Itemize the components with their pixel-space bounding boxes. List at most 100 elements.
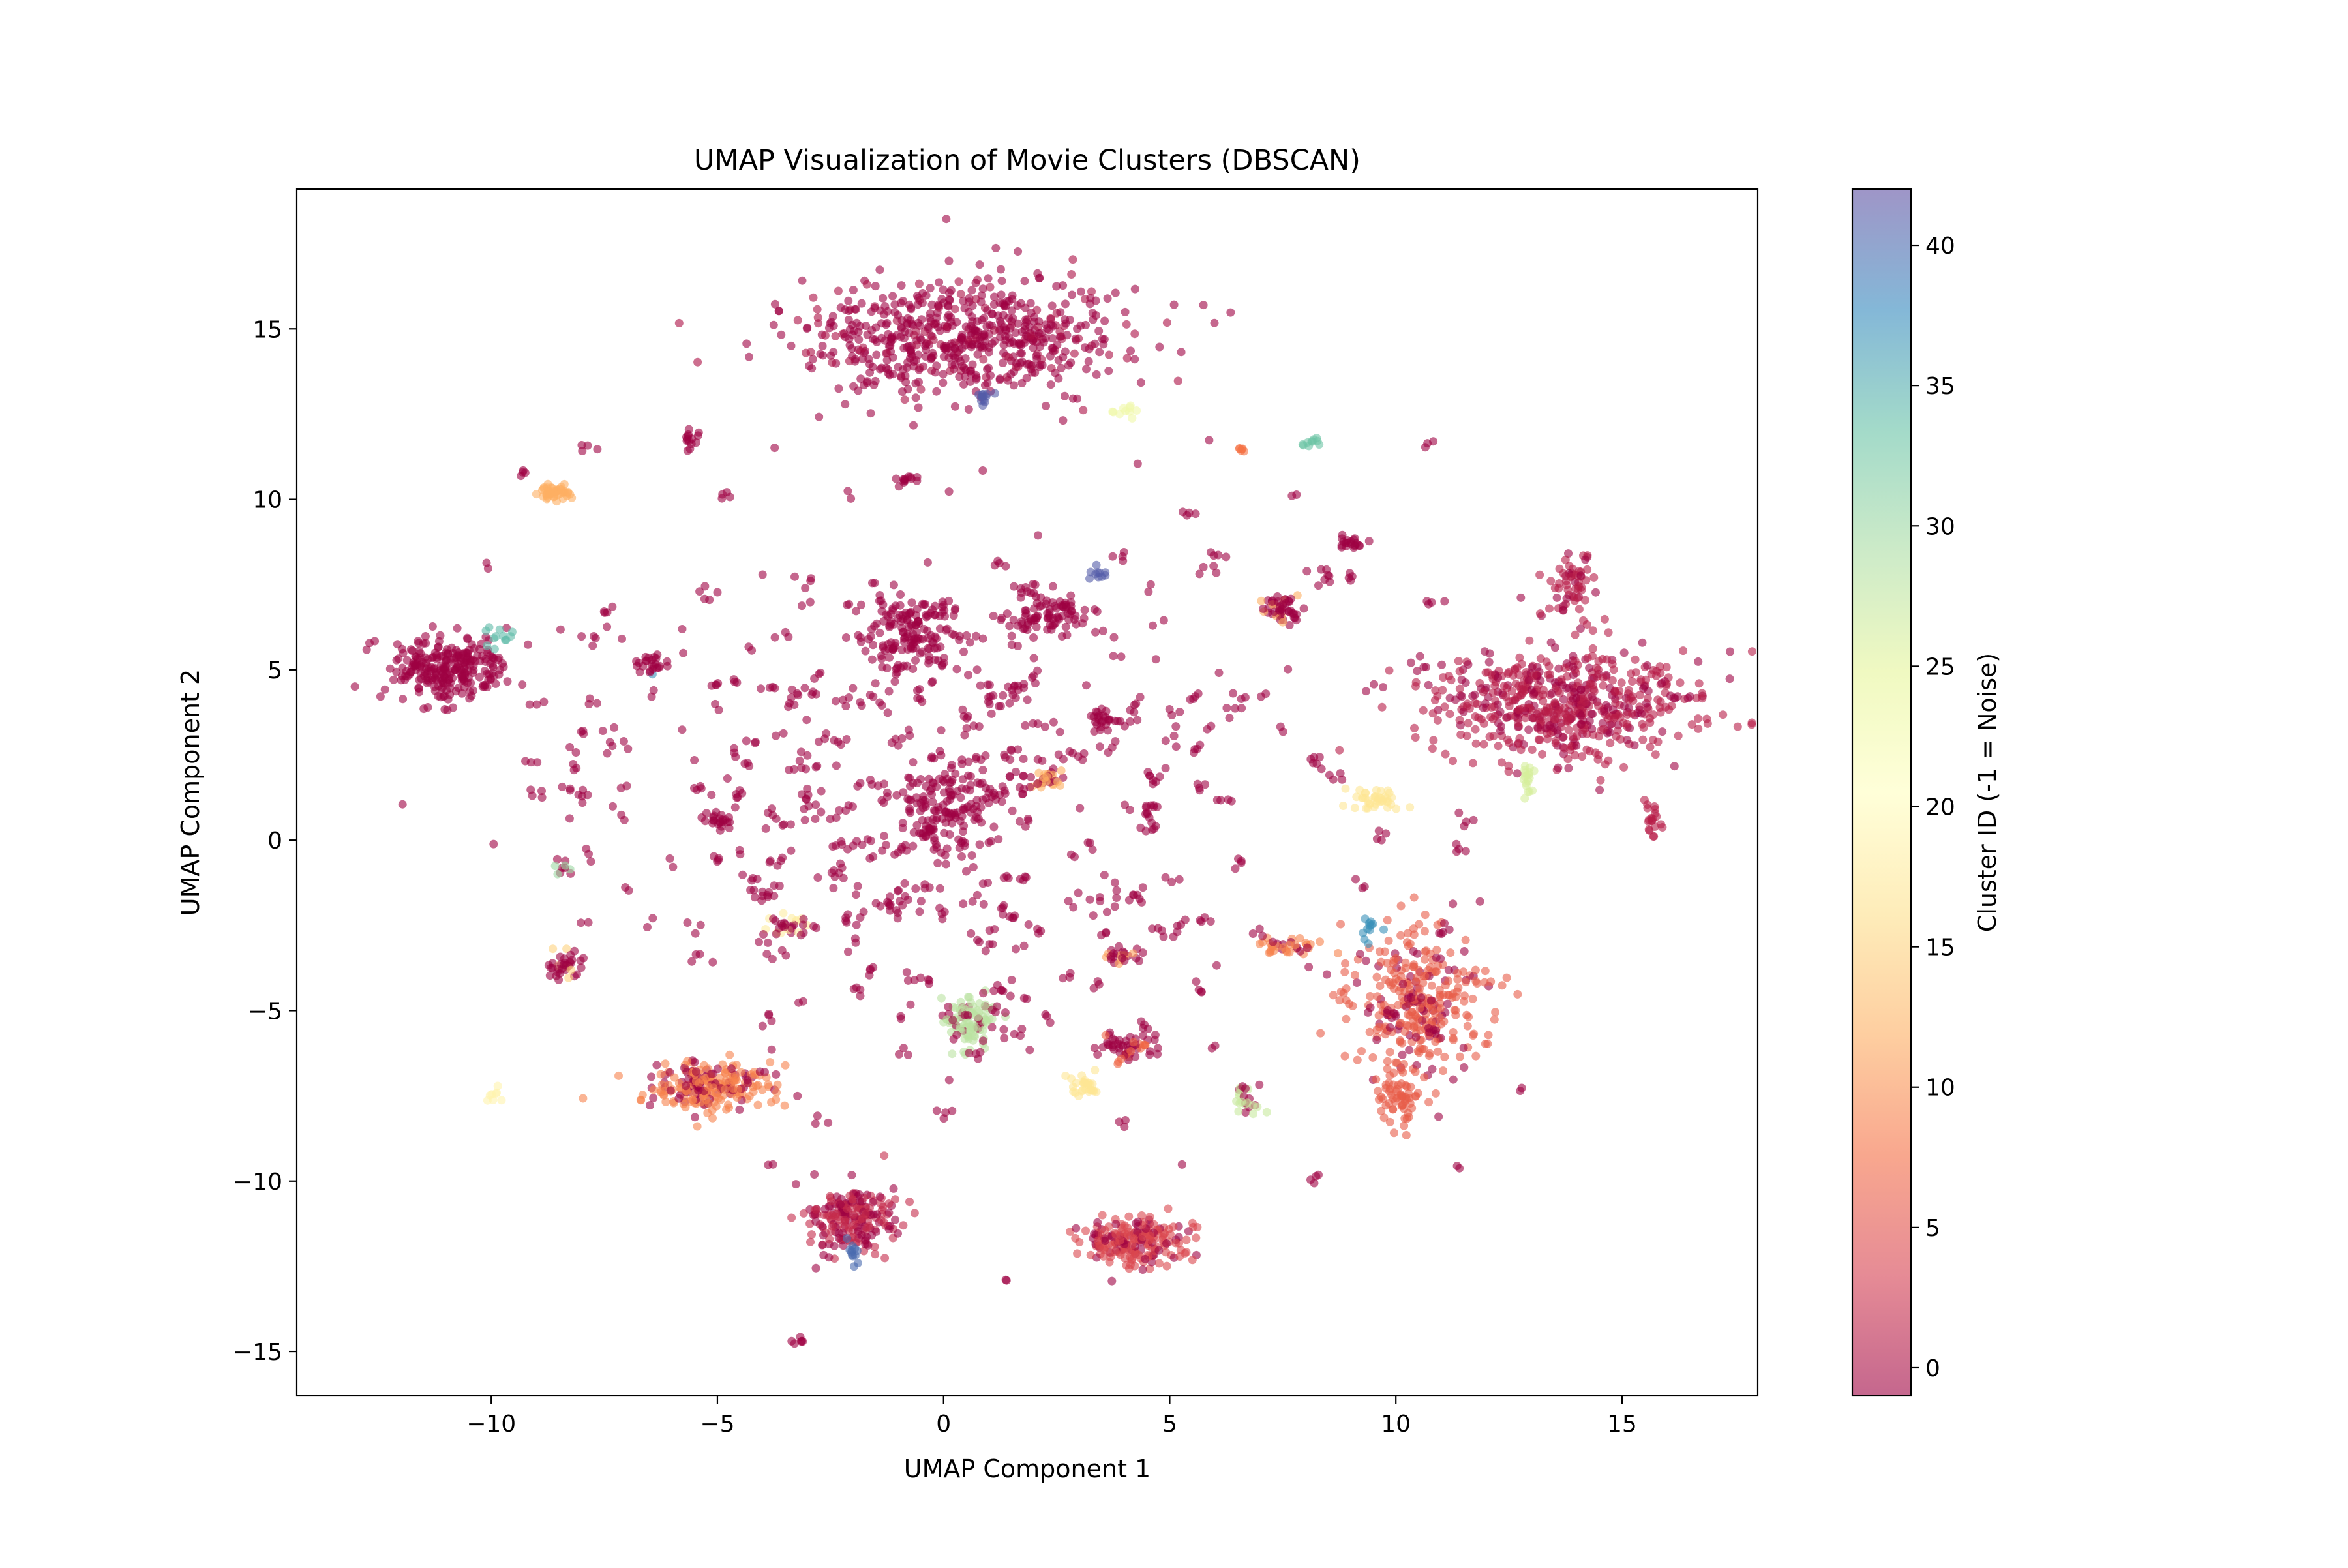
- scatter-point: [1471, 712, 1480, 721]
- scatter-point: [1398, 1050, 1407, 1059]
- scatter-point: [960, 731, 969, 740]
- scatter-point: [884, 1208, 894, 1217]
- scatter-point: [1046, 314, 1055, 323]
- scatter-point: [430, 648, 440, 657]
- scatter-point: [1182, 1235, 1191, 1244]
- scatter-point: [1439, 1066, 1447, 1076]
- scatter-point: [1087, 287, 1096, 296]
- scatter-point: [948, 1016, 957, 1025]
- scatter-point: [820, 331, 830, 340]
- scatter-point: [991, 1008, 1000, 1017]
- scatter-point: [1479, 719, 1488, 728]
- scatter-point: [499, 662, 508, 671]
- scatter-point: [1138, 1232, 1147, 1241]
- scatter-point: [787, 1213, 796, 1222]
- scatter-point: [1166, 1230, 1175, 1239]
- scatter-point: [1108, 407, 1117, 416]
- scatter-point: [912, 340, 922, 350]
- scatter-point: [1004, 333, 1014, 342]
- x-tick-label: −5: [700, 1411, 734, 1438]
- scatter-point: [975, 840, 984, 849]
- scatter-point: [971, 631, 980, 641]
- scatter-point: [755, 937, 763, 946]
- scatter-point: [814, 319, 823, 328]
- scatter-point: [983, 306, 992, 315]
- scatter-point: [554, 975, 564, 984]
- scatter-point: [1278, 618, 1287, 627]
- scatter-point: [904, 773, 913, 782]
- scatter-point: [1090, 1044, 1099, 1053]
- scatter-point: [704, 1098, 713, 1108]
- scatter-point: [1175, 875, 1184, 884]
- scatter-point: [1076, 804, 1085, 813]
- scatter-point: [1285, 948, 1294, 957]
- scatter-point: [810, 674, 819, 683]
- scatter-point: [1456, 691, 1465, 700]
- scatter-point: [1551, 715, 1559, 724]
- scatter-point: [939, 342, 948, 351]
- scatter-point: [877, 1216, 886, 1225]
- scatter-point: [954, 835, 963, 844]
- scatter-point: [990, 925, 999, 934]
- scatter-point: [974, 1054, 983, 1063]
- scatter-point: [1131, 1052, 1140, 1061]
- scatter-point: [1108, 552, 1117, 561]
- scatter-point: [1576, 624, 1585, 633]
- scatter-point: [1049, 347, 1058, 356]
- scatter-point: [1593, 755, 1603, 764]
- scatter-point: [862, 1223, 871, 1232]
- scatter-point: [1496, 727, 1505, 736]
- scatter-point: [892, 474, 901, 483]
- scatter-point: [1563, 755, 1573, 764]
- scatter-point: [1124, 1212, 1134, 1221]
- scatter-point: [1440, 597, 1449, 606]
- scatter-point: [1479, 703, 1488, 712]
- scatter-point: [1525, 636, 1534, 645]
- scatter-point: [771, 916, 780, 926]
- scatter-point: [1515, 653, 1524, 662]
- scatter-point: [1599, 673, 1608, 682]
- scatter-point: [758, 1085, 767, 1094]
- scatter-point: [1573, 594, 1582, 603]
- scatter-point: [1061, 299, 1070, 309]
- scatter-point: [1340, 1051, 1349, 1061]
- scatter-point: [1385, 1048, 1394, 1057]
- scatter-point: [1698, 694, 1707, 703]
- colorbar-tick-label: 20: [1925, 794, 1955, 821]
- scatter-point: [956, 793, 965, 802]
- plot-area-frame: [295, 188, 1759, 1397]
- scatter-point: [982, 794, 991, 803]
- scatter-point: [807, 1230, 816, 1239]
- scatter-point: [872, 350, 881, 359]
- scatter-point: [1480, 978, 1489, 987]
- scatter-point: [1149, 779, 1158, 789]
- scatter-point: [880, 1254, 890, 1263]
- scatter-point: [993, 556, 1002, 565]
- scatter-point: [614, 1071, 623, 1080]
- scatter-point: [693, 1122, 702, 1131]
- scatter-point: [871, 679, 880, 688]
- scatter-point: [1392, 1059, 1402, 1067]
- scatter-point: [884, 1225, 894, 1234]
- scatter-point: [1393, 1085, 1402, 1094]
- scatter-point: [1146, 580, 1155, 589]
- scatter-point: [1578, 752, 1587, 761]
- scatter-point: [975, 999, 984, 1008]
- scatter-point: [1092, 560, 1101, 569]
- scatter-point: [1017, 617, 1026, 626]
- scatter-point: [944, 1076, 954, 1085]
- scatter-point: [1019, 684, 1029, 693]
- scatter-point: [1111, 288, 1120, 297]
- scatter-point: [663, 657, 672, 666]
- scatter-point: [740, 759, 749, 768]
- scatter-point: [870, 622, 879, 631]
- scatter-point: [659, 1090, 668, 1099]
- scatter-point: [817, 807, 826, 817]
- scatter-point: [731, 752, 740, 761]
- scatter-point: [1072, 1224, 1081, 1233]
- scatter-point: [967, 929, 976, 938]
- scatter-point: [1341, 784, 1350, 793]
- scatter-point: [1161, 873, 1170, 882]
- scatter-point: [532, 700, 541, 709]
- scatter-point: [1009, 381, 1018, 390]
